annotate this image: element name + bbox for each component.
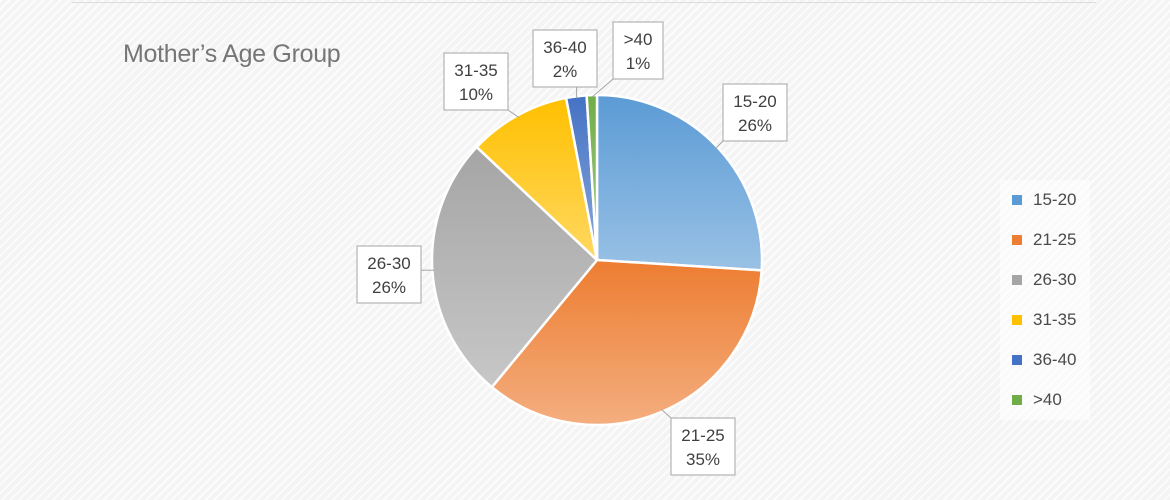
legend-item: 36-40 bbox=[1000, 340, 1090, 380]
data-label-box bbox=[612, 21, 664, 80]
data-label-percent: 1% bbox=[626, 54, 651, 73]
leader-line bbox=[661, 409, 672, 419]
pie-slice-31-35 bbox=[475, 96, 599, 262]
legend-item: >40 bbox=[1000, 380, 1090, 420]
data-label-box bbox=[532, 29, 598, 88]
legend-swatch bbox=[1012, 235, 1022, 245]
data-label-category: 31-35 bbox=[454, 61, 497, 80]
legend-label: 15-20 bbox=[1033, 190, 1077, 209]
chart-frame-line bbox=[72, 2, 1096, 3]
data-label-box bbox=[722, 83, 788, 142]
pie-slice-gt40 bbox=[585, 93, 599, 262]
legend-item: 31-35 bbox=[1000, 300, 1090, 340]
legend-item: 26-30 bbox=[1000, 260, 1090, 300]
data-label-percent: 26% bbox=[372, 278, 406, 297]
data-label-percent: 10% bbox=[459, 85, 493, 104]
data-label-box bbox=[356, 245, 422, 304]
pie-slice-21-25 bbox=[490, 258, 763, 427]
leader-line bbox=[715, 140, 724, 149]
data-label-box bbox=[443, 52, 509, 111]
data-label-category: 15-20 bbox=[733, 92, 776, 111]
legend-swatch bbox=[1012, 315, 1022, 325]
chart-title: Mother’s Age Group bbox=[123, 40, 341, 68]
data-label-category: 21-25 bbox=[681, 426, 724, 445]
legend-label: 26-30 bbox=[1033, 270, 1077, 289]
legend-swatch bbox=[1012, 195, 1022, 205]
chart-legend: 15-20 21-25 26-30 31-35 36-40 >40 bbox=[1000, 180, 1090, 420]
legend-item: 21-25 bbox=[1000, 220, 1090, 260]
legend-label: 36-40 bbox=[1033, 350, 1077, 369]
data-label-category: 26-30 bbox=[367, 254, 410, 273]
legend-swatch bbox=[1012, 355, 1022, 365]
legend-item: 15-20 bbox=[1000, 180, 1090, 220]
legend-swatch bbox=[1012, 275, 1022, 285]
leader-line bbox=[591, 78, 614, 98]
legend-swatch bbox=[1012, 395, 1022, 405]
data-label-box bbox=[670, 417, 736, 476]
legend-label: 31-35 bbox=[1033, 310, 1077, 329]
leader-line bbox=[507, 109, 519, 118]
legend-label: >40 bbox=[1033, 390, 1062, 409]
data-label-percent: 35% bbox=[686, 450, 720, 469]
legend-label: 21-25 bbox=[1033, 230, 1077, 249]
data-label-percent: 26% bbox=[738, 116, 772, 135]
data-label-category: 36-40 bbox=[543, 38, 586, 57]
data-label-category: >40 bbox=[624, 30, 653, 49]
data-label-percent: 2% bbox=[553, 62, 578, 81]
